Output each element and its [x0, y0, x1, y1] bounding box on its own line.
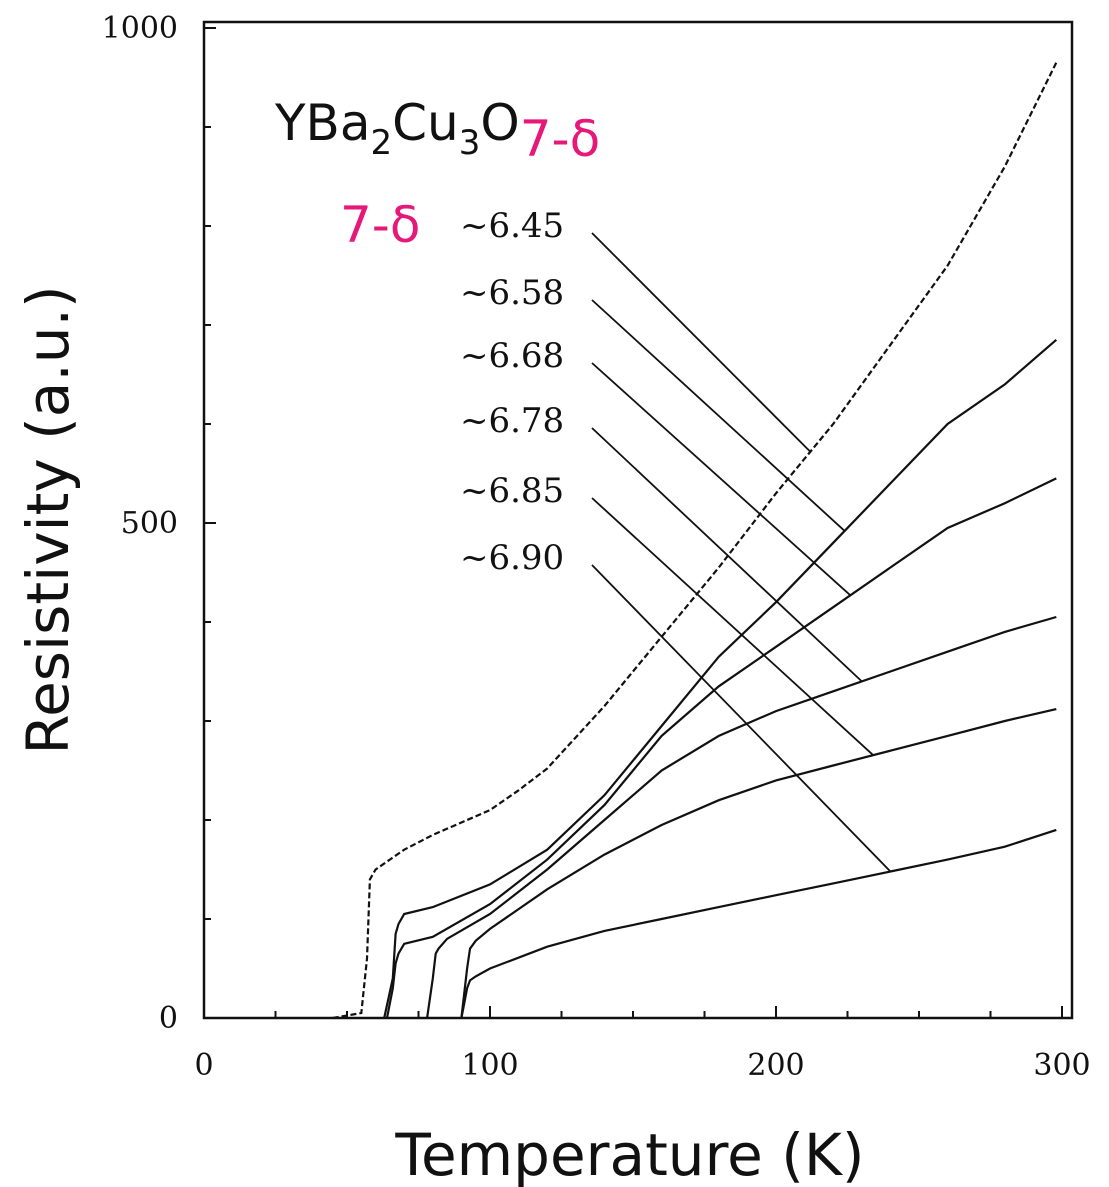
series-line-3 [385, 477, 1057, 1019]
x-tick-label: 0 [194, 1048, 213, 1083]
series-layer: ~6.45 ~6.58 ~6.68 ~6.78 ~6.85 ~6.90 [332, 62, 1058, 1020]
formula-sub-cu: 3 [459, 123, 481, 163]
series-label: ~6.78 [460, 401, 564, 441]
formula-o: O [480, 94, 519, 152]
series-leader-line [591, 299, 846, 532]
formula-base: YBa [274, 94, 370, 152]
legend-heading: 7-δ [340, 196, 420, 254]
series-label: ~6.85 [460, 471, 564, 511]
series-line-6 [460, 828, 1057, 1019]
series-leader-line [591, 427, 863, 683]
series-leader-line [591, 362, 851, 596]
y-tick-label: 1000 [102, 11, 178, 46]
x-axis-label: Temperature (K) [394, 1121, 864, 1187]
formula-cu: Cu [392, 94, 459, 152]
series-label: ~6.45 [460, 206, 564, 246]
formula-sub-ba: 2 [370, 123, 392, 163]
series-line-1 [332, 62, 1058, 1020]
x-tick-label: 300 [1033, 1048, 1090, 1083]
series-label: ~6.90 [460, 538, 564, 578]
compound-formula: YBa2Cu3O7-δ [274, 94, 600, 168]
series-line-4 [426, 615, 1057, 1019]
series-leader-line [591, 232, 811, 453]
series-line-2 [383, 338, 1058, 1019]
series-leader-line [591, 564, 892, 873]
y-tick-label: 0 [159, 1001, 178, 1036]
x-tick-label: 200 [747, 1048, 804, 1083]
x-tick-label: 100 [461, 1048, 518, 1083]
plot-frame [202, 20, 1074, 1020]
formula-sub-o: 7-δ [520, 110, 600, 168]
series-label: ~6.68 [460, 336, 564, 376]
series-label: ~6.58 [460, 273, 564, 313]
series-leader-line [591, 497, 874, 756]
axis-ticks: 0 100 200 300 0 500 1000 [102, 11, 1091, 1083]
series-line-5 [460, 708, 1057, 1019]
y-axis-label: Resistivity (a.u.) [14, 285, 82, 754]
y-tick-label: 500 [121, 506, 178, 541]
